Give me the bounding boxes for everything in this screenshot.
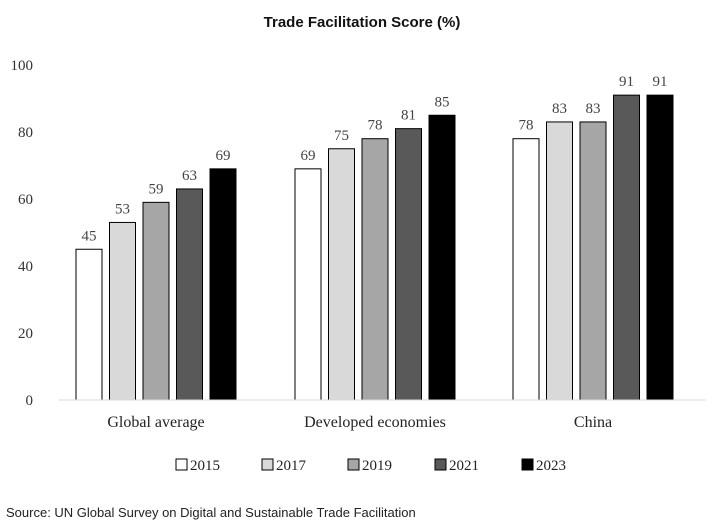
y-tick-label: 40 (18, 259, 33, 275)
data-label: 63 (182, 168, 197, 184)
y-axis-ticks: 0 20 40 60 80 100 (11, 58, 34, 409)
legend-label-2023: 2023 (536, 458, 566, 474)
category-label: Global average (107, 414, 204, 431)
category-label: Developed economies (304, 414, 446, 431)
category-label: China (574, 414, 612, 431)
bars-group: 45 53 59 63 69 69 75 78 81 85 78 83 83 91 91 (75, 74, 674, 401)
legend-label-2015: 2015 (190, 458, 220, 474)
y-tick-label: 0 (26, 393, 34, 409)
bar-2023-global-average (209, 168, 237, 401)
y-tick-label: 80 (18, 125, 33, 141)
legend-label-2021: 2021 (449, 458, 479, 474)
data-label: 91 (653, 74, 668, 90)
bar-2015-china (512, 138, 540, 401)
bar-2019-developed-economies (361, 138, 389, 401)
legend-label-2017: 2017 (276, 458, 307, 474)
bar-2021-developed-economies (395, 128, 422, 401)
data-label: 69 (216, 148, 231, 164)
chart-title: Trade Facilitation Score (%) (264, 14, 461, 31)
legend-swatch-2023 (521, 458, 534, 471)
bar-2023-developed-economies (428, 114, 456, 401)
data-label: 69 (301, 148, 316, 164)
bar-2017-global-average (109, 221, 136, 401)
data-label: 83 (552, 101, 567, 117)
bar-2019-china (579, 121, 607, 401)
data-label: 59 (149, 181, 164, 197)
bar-2015-global-average (75, 248, 103, 401)
legend-swatch-2015 (175, 458, 188, 471)
data-label: 81 (401, 108, 416, 124)
category-labels: Global average Developed economies China (107, 414, 612, 431)
data-label: 91 (619, 74, 634, 90)
bar-2015-developed-economies (294, 168, 322, 401)
bar-2023-china (646, 94, 674, 401)
data-label: 85 (435, 94, 450, 110)
bar-2017-developed-economies (328, 148, 355, 401)
y-tick-label: 20 (18, 326, 33, 342)
data-label: 78 (368, 118, 383, 134)
data-label: 78 (519, 118, 534, 134)
legend-swatch-2017 (261, 458, 274, 471)
bar-2019-global-average (142, 201, 170, 401)
legend-swatch-2019 (347, 458, 360, 471)
legend-swatch-2021 (434, 458, 447, 471)
source-note: Source: UN Global Survey on Digital and … (6, 505, 416, 520)
data-label: 83 (586, 101, 601, 117)
bar-2017-china (546, 121, 573, 401)
y-tick-label: 100 (11, 58, 34, 74)
data-label: 75 (334, 128, 349, 144)
data-label: 45 (82, 228, 97, 244)
y-tick-label: 60 (18, 192, 33, 208)
legend-label-2019: 2019 (362, 458, 392, 474)
bar-2021-china (613, 94, 640, 401)
data-label: 53 (115, 201, 130, 217)
legend: 2015 2017 2019 2021 2023 (175, 458, 566, 474)
bar-2021-global-average (176, 188, 203, 401)
